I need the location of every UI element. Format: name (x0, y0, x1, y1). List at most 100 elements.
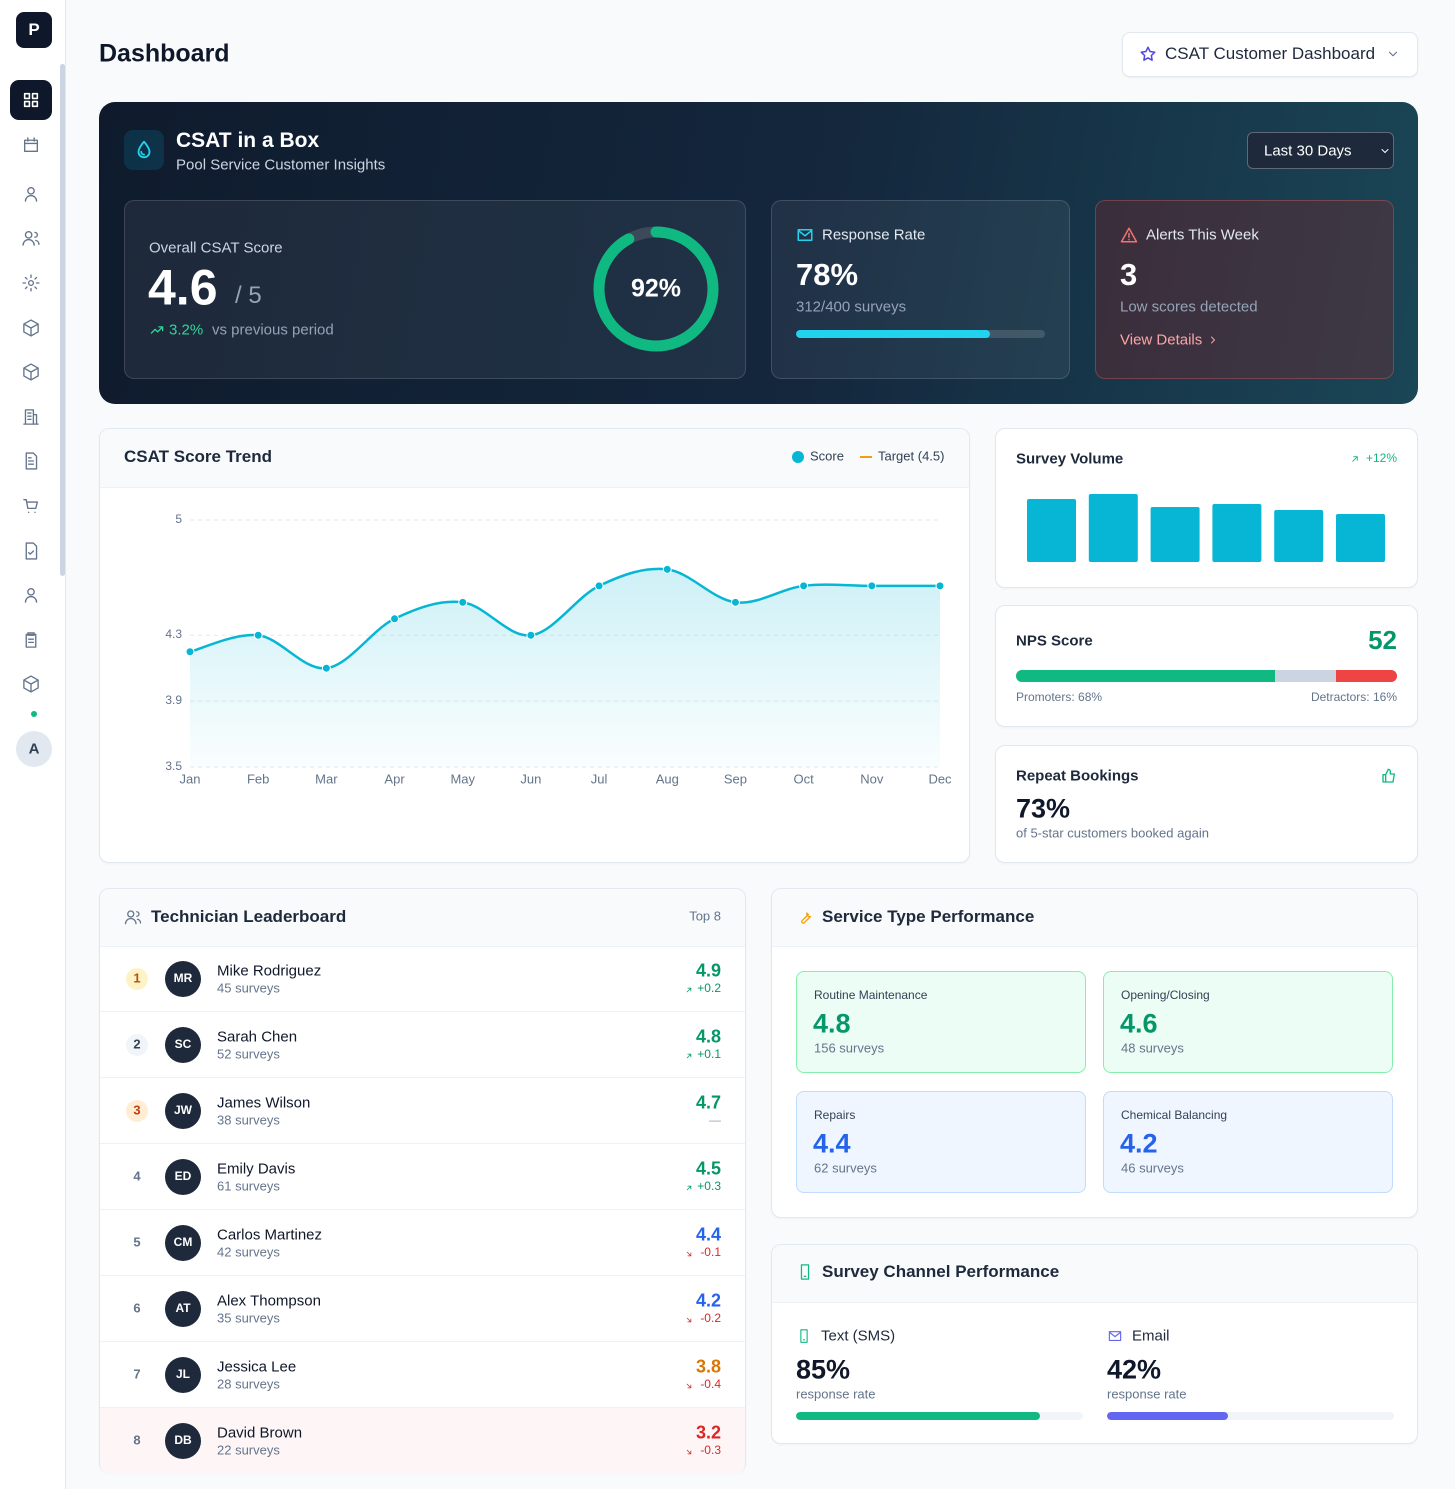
rank-badge (126, 1100, 148, 1122)
leaderboard-title: Technician Leaderboard (151, 907, 347, 927)
leaderboard-row[interactable] (100, 1408, 745, 1474)
leaderboard-row[interactable] (100, 1210, 745, 1276)
tech-initials: MR (173, 971, 193, 986)
nav-item[interactable] (12, 220, 50, 256)
hero (99, 102, 1418, 404)
leaderboard-row[interactable] (100, 946, 745, 1012)
sidebar-scrollbar (60, 64, 65, 576)
chart-title: CSAT Score Trend (124, 447, 272, 467)
nav-item[interactable] (12, 310, 50, 346)
nav-item[interactable] (12, 443, 50, 479)
service-name: Repairs (814, 1108, 856, 1123)
x-tick-label: Jun (520, 771, 542, 787)
avatar[interactable] (16, 731, 52, 767)
date-range: Last 30 Days (1264, 142, 1352, 160)
tech-name: Alex Thompson (217, 1292, 321, 1310)
service-name: Opening/Closing (1121, 988, 1210, 1003)
trend-card-header (100, 429, 969, 488)
nav-item[interactable] (12, 666, 50, 702)
response-label: Response Rate (822, 226, 926, 244)
channel-name: Email (1132, 1327, 1170, 1345)
response-card (771, 200, 1070, 379)
channel-track (1107, 1412, 1394, 1420)
tech-avatar (165, 1093, 201, 1129)
service-name: Routine Maintenance (814, 988, 928, 1003)
repeat-rate: 73% (1016, 793, 1071, 824)
nav-item[interactable] (12, 622, 50, 658)
tech-initials: JL (175, 1367, 191, 1382)
date-range-select[interactable] (1247, 132, 1394, 169)
tech-name: James Wilson (217, 1094, 311, 1112)
nav-item[interactable] (12, 533, 50, 569)
alerts-card (1095, 200, 1394, 379)
leaderboard-row[interactable] (100, 1012, 745, 1078)
rank: 8 (133, 1432, 141, 1448)
leaderboard-row[interactable] (100, 1276, 745, 1342)
tech-avatar (165, 1027, 201, 1063)
leaderboard-row[interactable] (100, 1144, 745, 1210)
nav-item[interactable] (12, 265, 50, 301)
tech-surveys: 35 surveys (217, 1310, 280, 1326)
alerts-link[interactable]: View Details (1120, 331, 1203, 349)
tech-initials: SC (174, 1037, 192, 1052)
x-tick-label: Nov (860, 771, 884, 787)
service-name: Chemical Balancing (1121, 1108, 1228, 1123)
logo: P (28, 20, 40, 40)
tech-change: -0.4 (700, 1377, 721, 1392)
tech-surveys: 45 surveys (217, 980, 280, 996)
nav-item[interactable] (12, 176, 50, 212)
tech-initials: CM (173, 1235, 193, 1250)
repeat-note: of 5-star customers booked again (1016, 825, 1209, 841)
tech-initials: ED (174, 1169, 192, 1184)
nav-item[interactable] (12, 577, 50, 613)
nav-item[interactable] (12, 354, 50, 390)
nps-track (1016, 670, 1397, 682)
tech-score: 4.5 (695, 1158, 721, 1179)
tech-avatar (165, 1423, 201, 1459)
leaderboard-row[interactable] (100, 1078, 745, 1144)
tech-score: 3.8 (695, 1356, 721, 1377)
nps-promoters-label: Promoters: 68% (1016, 690, 1103, 705)
nav-item[interactable] (12, 488, 50, 524)
x-tick-label: Oct (793, 771, 814, 787)
service-score: 4.6 (1120, 1008, 1158, 1039)
rank: 3 (133, 1102, 141, 1118)
tech-surveys: 22 surveys (217, 1442, 280, 1458)
tech-score: 4.8 (695, 1026, 721, 1047)
overall-change-note: vs previous period (212, 321, 334, 339)
tech-name: Jessica Lee (217, 1358, 297, 1376)
y-tick-label: 5 (175, 512, 182, 527)
response-rate: 78% (796, 257, 859, 293)
response-track (796, 330, 1045, 338)
legend-label: Target (4.5) (878, 448, 945, 464)
nps-title: NPS Score (1016, 632, 1093, 650)
hero-subtitle: Pool Service Customer Insights (176, 156, 386, 174)
overall-label: Overall CSAT Score (149, 239, 283, 257)
service-surveys: 48 surveys (1121, 1040, 1184, 1056)
rank: 7 (133, 1366, 141, 1382)
nav-item[interactable] (12, 399, 50, 435)
tech-change: — (709, 1113, 721, 1128)
service-tile (796, 971, 1086, 1073)
channel-title: Survey Channel Performance (822, 1262, 1060, 1282)
tech-initials: AT (175, 1301, 191, 1316)
tech-surveys: 52 surveys (217, 1046, 280, 1062)
leaderboard-row[interactable] (100, 1342, 745, 1408)
dashboard-selector[interactable] (1122, 32, 1418, 77)
alerts-note: Low scores detected (1120, 298, 1258, 316)
nav-active[interactable] (10, 80, 52, 120)
tech-surveys: 42 surveys (217, 1244, 280, 1260)
service-score: 4.8 (813, 1008, 851, 1039)
nav-item[interactable] (12, 127, 50, 163)
avatar-initial: A (28, 740, 40, 758)
repeat-title: Repeat Bookings (1016, 767, 1139, 785)
rank: 6 (133, 1300, 141, 1316)
tech-avatar (165, 1225, 201, 1261)
tech-initials: DB (174, 1433, 192, 1448)
service-title: Service Type Performance (822, 907, 1035, 927)
rank: 4 (133, 1168, 141, 1184)
service-score: 4.4 (813, 1128, 851, 1159)
